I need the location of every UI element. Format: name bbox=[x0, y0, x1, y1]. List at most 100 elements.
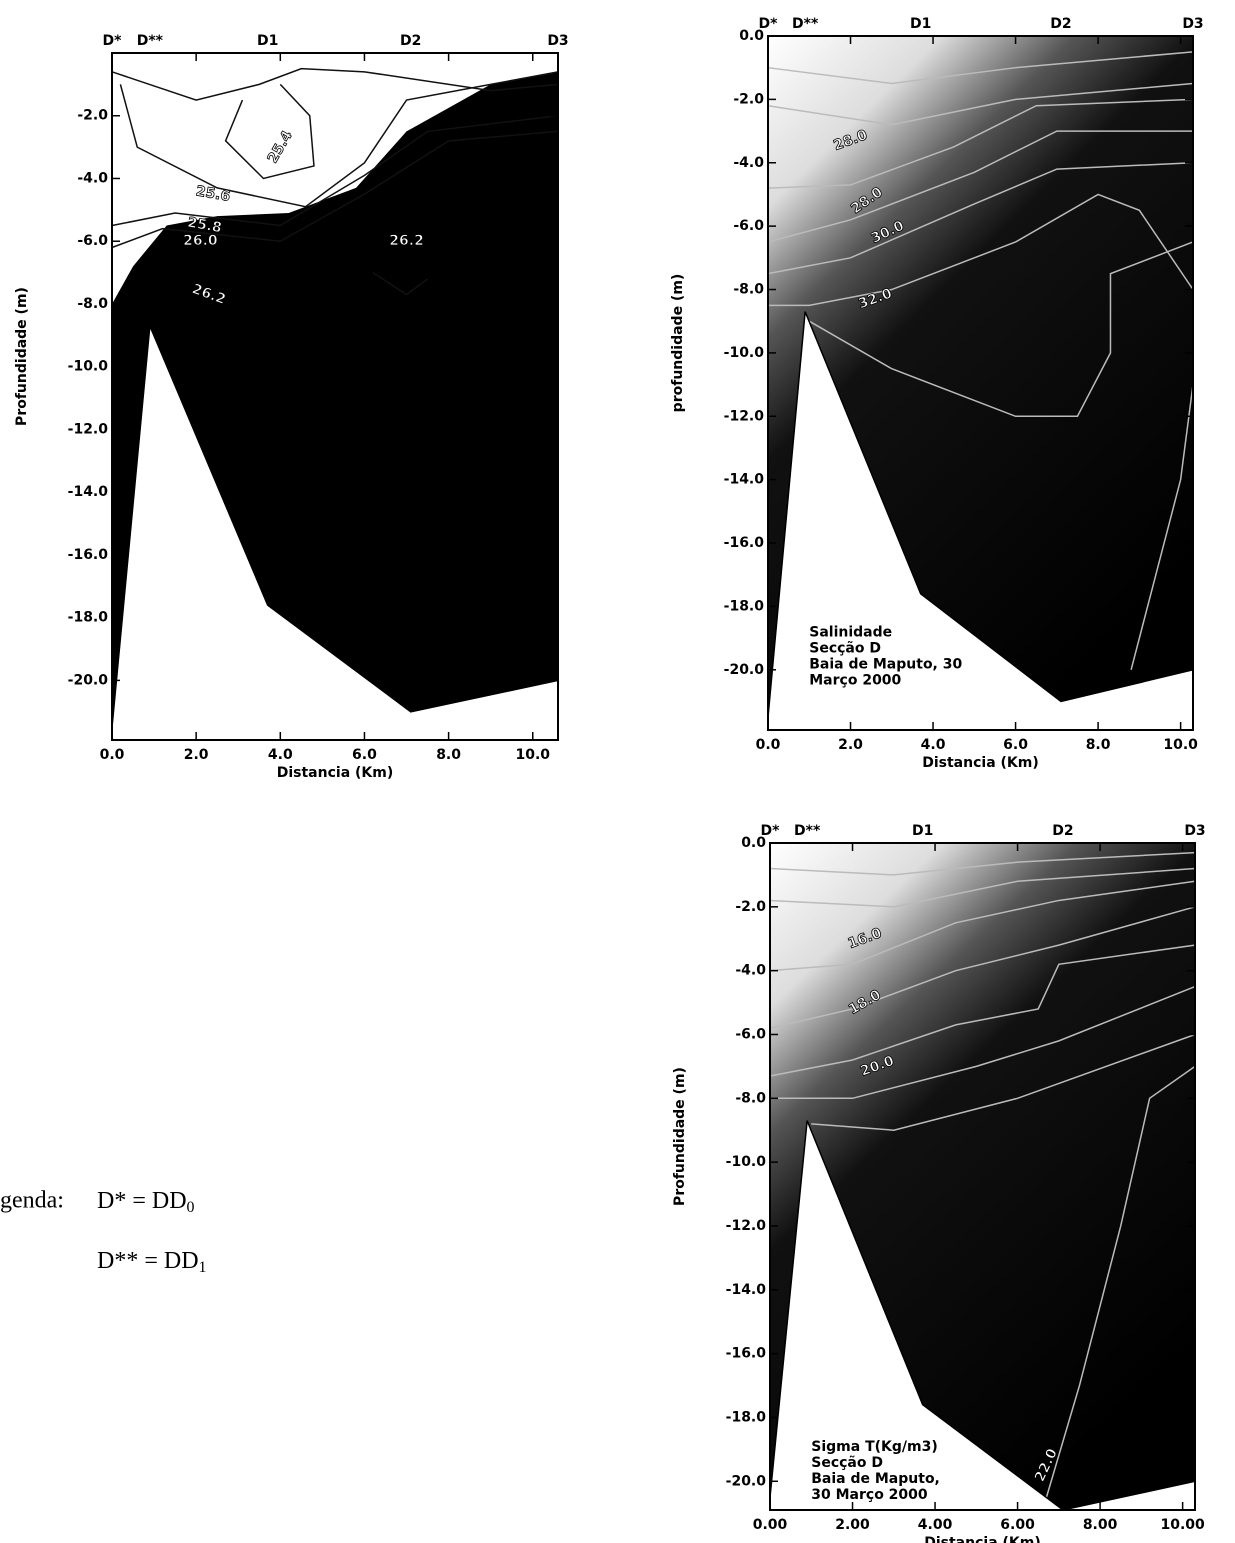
isoline bbox=[770, 985, 1196, 1100]
annotation: 30 Março 2000 bbox=[811, 1487, 928, 1503]
x-tick-label: 2.0 bbox=[838, 737, 863, 753]
isoline bbox=[769, 851, 1196, 876]
annotation: Baia de Maputo, bbox=[146, 679, 275, 695]
isoline bbox=[119, 71, 559, 208]
legend-title: genda: bbox=[0, 1188, 64, 1214]
station-label: D3 bbox=[1184, 823, 1205, 839]
isoline bbox=[808, 241, 1194, 418]
contour-label: 25.8 bbox=[186, 215, 223, 237]
legend-item: D** = DD1 bbox=[97, 1248, 207, 1276]
annotation: Março 2000 bbox=[809, 672, 901, 688]
isoline bbox=[767, 98, 1194, 189]
warm-layer bbox=[112, 53, 558, 304]
seabed-fill bbox=[768, 311, 1193, 730]
y-tick-label: -14.0 bbox=[726, 1282, 767, 1298]
isoline bbox=[372, 271, 429, 296]
isoline bbox=[111, 130, 559, 249]
y-tick-label: -12.0 bbox=[726, 1218, 767, 1234]
isoline bbox=[111, 67, 559, 101]
station-label: D** bbox=[792, 16, 819, 32]
y-tick-label: -4.0 bbox=[735, 963, 766, 979]
annotation: Salinidade bbox=[809, 624, 892, 640]
y-axis-label: Profundidade (m) bbox=[14, 287, 30, 426]
x-tick-label: 6.00 bbox=[1000, 1517, 1035, 1533]
x-tick-label: 0.0 bbox=[100, 747, 125, 763]
isoline bbox=[767, 130, 1193, 243]
annotation: 30 Março 2000 bbox=[146, 695, 263, 711]
station-label: D2 bbox=[400, 33, 421, 49]
isoline bbox=[1045, 1065, 1196, 1498]
y-tick-label: -18.0 bbox=[726, 1409, 767, 1425]
x-tick-label: 4.00 bbox=[918, 1517, 953, 1533]
y-tick-label: -16.0 bbox=[68, 547, 109, 563]
x-tick-label: 2.0 bbox=[184, 747, 209, 763]
y-tick-label: 0.0 bbox=[739, 28, 764, 44]
plot-frame bbox=[769, 842, 1196, 1511]
seabed-line bbox=[767, 311, 1194, 718]
y-tick-label: 0.0 bbox=[741, 835, 766, 851]
x-tick-label: 4.0 bbox=[268, 747, 293, 763]
x-axis-label: Distancia (Km) bbox=[922, 755, 1039, 771]
y-tick-label: -12.0 bbox=[724, 408, 765, 424]
x-tick-label: 4.0 bbox=[921, 737, 946, 753]
isoline bbox=[769, 880, 1196, 972]
x-tick-label: 10.00 bbox=[1160, 1517, 1205, 1533]
isoline bbox=[769, 867, 1196, 908]
y-tick-label: -12.0 bbox=[68, 421, 109, 437]
y-tick-label: -4.0 bbox=[77, 170, 108, 186]
annotation: Baia de Maputo, 30 bbox=[809, 656, 962, 672]
y-tick-label: -14.0 bbox=[68, 484, 109, 500]
isoline bbox=[767, 82, 1194, 126]
x-tick-label: 10.0 bbox=[1163, 737, 1198, 753]
y-tick-label: -6.0 bbox=[77, 233, 108, 249]
isoline bbox=[768, 193, 1194, 307]
isoline bbox=[767, 51, 1194, 85]
y-tick-label: -2.0 bbox=[733, 91, 764, 107]
x-tick-label: 8.0 bbox=[1086, 737, 1111, 753]
legend-item: D* = DD0 bbox=[97, 1188, 195, 1216]
annotation: Temperatura (oC) bbox=[146, 647, 284, 663]
isoline bbox=[1130, 384, 1194, 670]
station-label: D2 bbox=[1050, 16, 1071, 32]
x-tick-label: 10.0 bbox=[515, 747, 550, 763]
y-tick-label: -14.0 bbox=[724, 472, 765, 488]
annotation: Secção D bbox=[811, 1455, 883, 1471]
annotation: Secção D bbox=[809, 640, 881, 656]
station-label: D2 bbox=[1052, 823, 1073, 839]
contour-label: 26.2 bbox=[389, 233, 424, 249]
y-tick-label: -20.0 bbox=[726, 1473, 767, 1489]
y-tick-label: -6.0 bbox=[733, 218, 764, 234]
x-axis-label: Distancia (Km) bbox=[924, 1535, 1041, 1543]
isoline bbox=[811, 1033, 1196, 1131]
station-label: D1 bbox=[912, 823, 933, 839]
x-tick-label: 8.00 bbox=[1083, 1517, 1118, 1533]
isoline bbox=[111, 114, 559, 227]
station-label: D3 bbox=[1182, 16, 1203, 32]
annotation: Baia de Maputo, bbox=[811, 1471, 940, 1487]
y-tick-label: -8.0 bbox=[733, 282, 764, 298]
y-axis-label: Profundidade (m) bbox=[672, 1067, 688, 1206]
seabed-line bbox=[111, 325, 559, 728]
isoline bbox=[224, 83, 315, 180]
y-tick-label: -10.0 bbox=[68, 359, 109, 375]
y-tick-label: -10.0 bbox=[726, 1154, 767, 1170]
station-label: D* bbox=[761, 823, 781, 839]
annotation: Sigma T(Kg/m3) bbox=[811, 1439, 937, 1455]
seabed-line bbox=[769, 1120, 1196, 1511]
station-label: D** bbox=[794, 823, 821, 839]
station-label: D1 bbox=[910, 16, 931, 32]
station-label: D* bbox=[759, 16, 779, 32]
y-tick-label: -18.0 bbox=[68, 610, 109, 626]
y-tick-label: -16.0 bbox=[726, 1346, 767, 1362]
seabed-fill bbox=[112, 325, 558, 740]
contour-label: 25.6 bbox=[195, 183, 232, 205]
y-tick-label: -16.0 bbox=[724, 535, 765, 551]
y-tick-label: -8.0 bbox=[735, 1090, 766, 1106]
y-tick-label: -4.0 bbox=[733, 155, 764, 171]
annotation: Secção D bbox=[146, 663, 218, 679]
x-tick-label: 0.00 bbox=[753, 1517, 788, 1533]
station-label: D1 bbox=[257, 33, 278, 49]
y-tick-label: -20.0 bbox=[724, 662, 765, 678]
x-tick-label: 6.0 bbox=[1003, 737, 1028, 753]
